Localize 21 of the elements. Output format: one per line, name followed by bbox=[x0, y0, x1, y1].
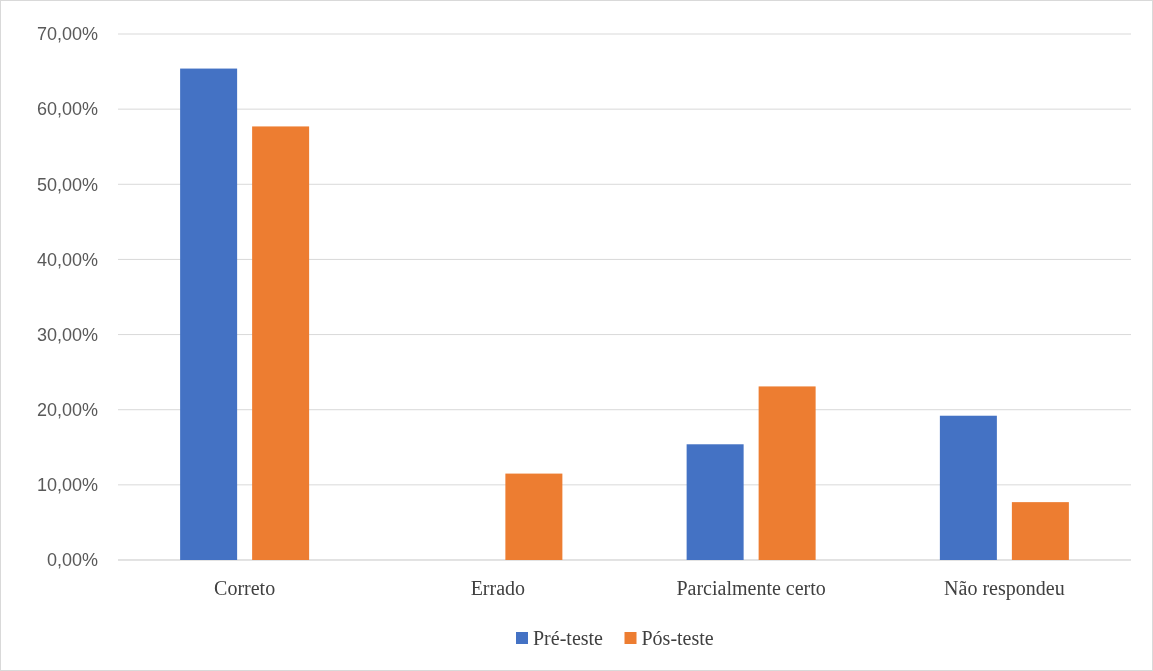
x-tick-label: Parcialmente certo bbox=[676, 577, 826, 599]
legend-label: Pré-teste bbox=[533, 627, 604, 649]
y-tick-label: 60,00% bbox=[36, 99, 98, 120]
bar bbox=[686, 444, 744, 560]
x-tick-label: Correto bbox=[214, 577, 276, 599]
bar bbox=[758, 386, 816, 560]
bar bbox=[252, 126, 310, 560]
y-tick-label: 70,00% bbox=[36, 24, 98, 45]
bar bbox=[1011, 502, 1069, 560]
y-tick-label: 50,00% bbox=[36, 174, 98, 195]
legend-label: Pós-teste bbox=[641, 627, 714, 649]
bar bbox=[180, 68, 238, 560]
x-tick-label: Errado bbox=[470, 577, 526, 599]
bar bbox=[505, 473, 563, 560]
y-tick-label: 20,00% bbox=[36, 400, 98, 421]
x-tick-label: Não respondeu bbox=[944, 577, 1065, 600]
y-tick-label: 40,00% bbox=[36, 249, 98, 270]
y-tick-label: 10,00% bbox=[36, 475, 98, 496]
bar bbox=[939, 415, 997, 560]
y-tick-label: 0,00% bbox=[46, 550, 98, 571]
y-tick-label: 30,00% bbox=[36, 324, 98, 345]
